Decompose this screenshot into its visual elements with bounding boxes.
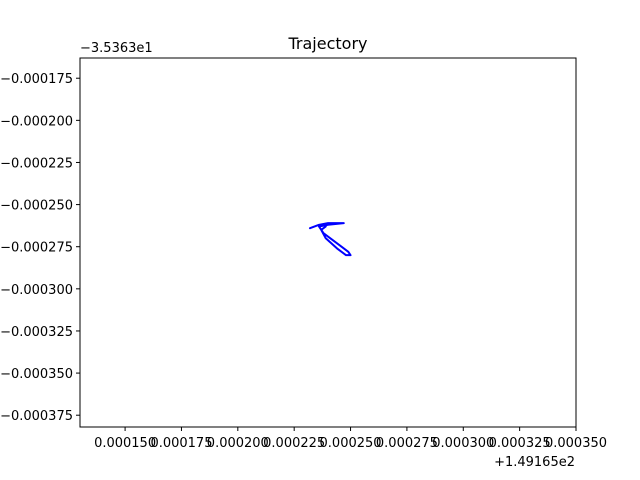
y-tick-label: −0.000175 (0, 72, 73, 87)
y-tick-label: −0.000350 (0, 367, 73, 382)
y-offset-label: −3.5363e1 (80, 41, 153, 56)
series-layer (308, 222, 352, 257)
x-offset-label: +1.49165e2 (494, 455, 575, 470)
x-tick-label: 0.000350 (545, 436, 607, 451)
x-tick-label: 0.000325 (489, 436, 551, 451)
y-tick-label: −0.000225 (0, 156, 73, 171)
x-tick-label: 0.000275 (376, 436, 438, 451)
plot-frame (79, 57, 577, 428)
chart-title: Trajectory (288, 34, 368, 53)
axis-ticks: 0.0001500.0001750.0002000.0002250.000250… (0, 72, 607, 451)
y-tick-label: −0.000300 (0, 283, 73, 298)
x-tick-label: 0.000300 (432, 436, 494, 451)
y-tick-label: −0.000275 (0, 241, 73, 256)
y-tick-label: −0.000375 (0, 409, 73, 424)
x-tick-label: 0.000150 (94, 436, 156, 451)
y-tick-label: −0.000325 (0, 325, 73, 340)
trajectory-line (308, 222, 352, 257)
x-tick-label: 0.000200 (207, 436, 269, 451)
y-tick-label: −0.000200 (0, 114, 73, 129)
x-tick-label: 0.000225 (263, 436, 325, 451)
y-tick-label: −0.000250 (0, 199, 73, 214)
x-tick-label: 0.000250 (320, 436, 382, 451)
x-tick-label: 0.000175 (150, 436, 212, 451)
